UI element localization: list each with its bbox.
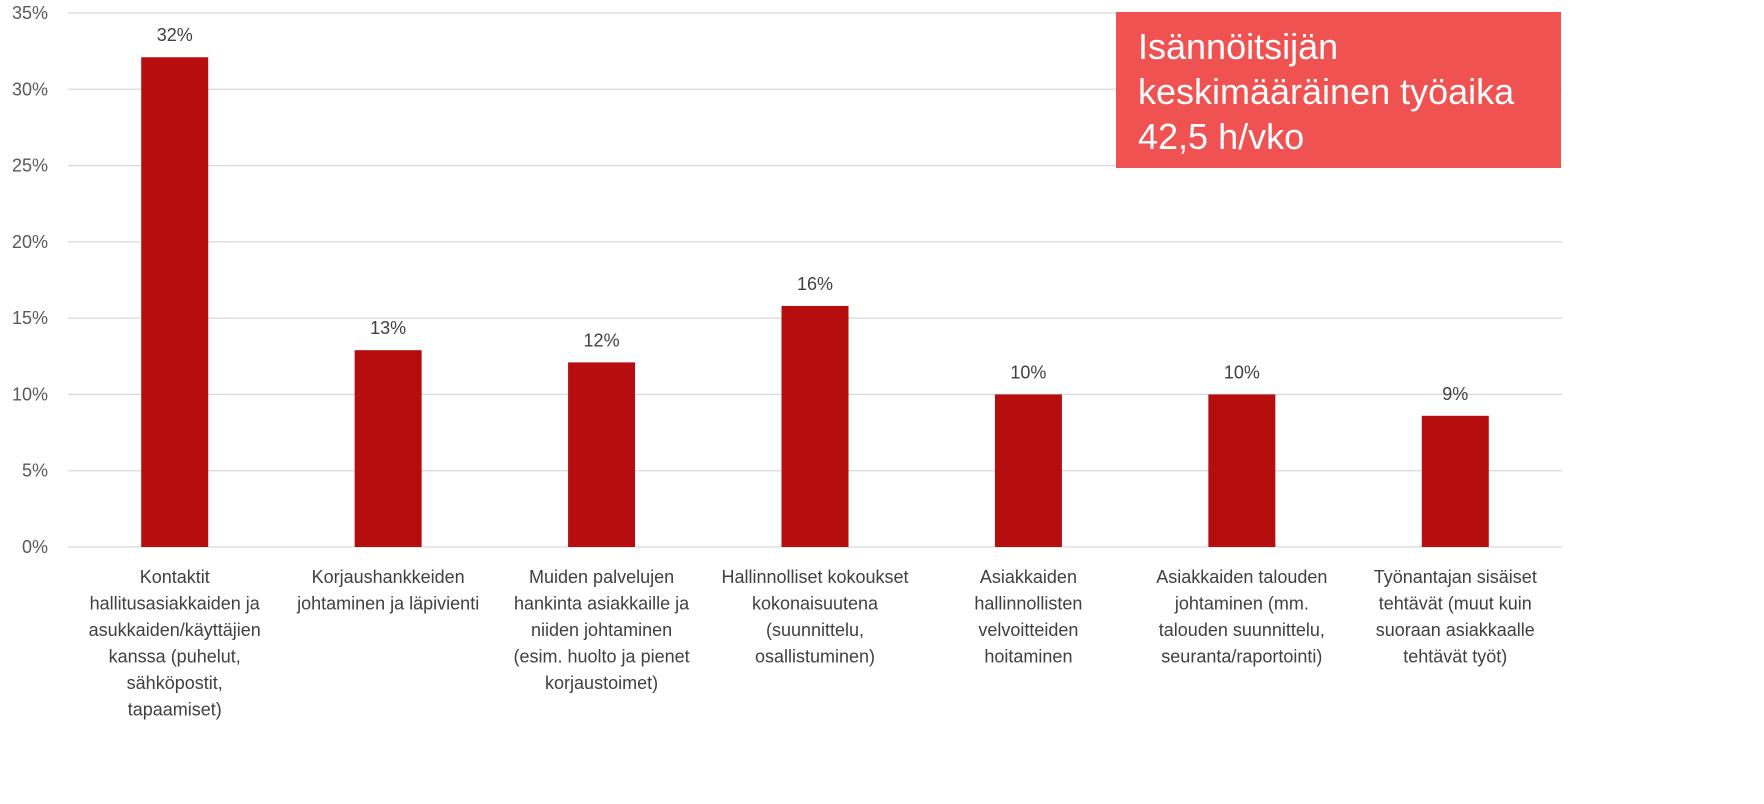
- category-label-line: johtaminen (mm.: [1174, 594, 1309, 614]
- category-label-line: Hallinnolliset kokoukset: [721, 567, 908, 587]
- category-label: Kontaktit hallitusasiakkaiden ja asukkaide…: [89, 567, 261, 720]
- y-tick-label: 20%: [12, 232, 48, 252]
- category-label-line: johtaminen ja läpivienti: [296, 594, 479, 614]
- data-label: 10%: [1224, 362, 1260, 382]
- category-label-line: (suunnittelu,: [766, 620, 864, 640]
- category-label-line: Muiden palvelujen: [529, 567, 674, 587]
- category-label-line: korjaustoimet): [545, 673, 658, 693]
- category-label: Asiakkaiden hallinnollisten velvoitteiden h…: [974, 567, 1082, 667]
- category-label-line: talouden suunnittelu,: [1159, 620, 1325, 640]
- bar: [568, 362, 636, 547]
- category-label-line: osallistuminen): [755, 647, 875, 667]
- category-label-line: Asiakkaiden talouden: [1156, 567, 1327, 587]
- category-label-line: tehtävät työt): [1403, 647, 1507, 667]
- category-label: Korjaushankkeiden johtaminen ja läpivient…: [296, 567, 479, 614]
- callout-line-3: 42,5 h/vko: [1138, 116, 1305, 157]
- y-tick-label: 15%: [12, 308, 48, 328]
- category-label: Muiden palvelujen hankinta asiakkaille ja…: [514, 567, 691, 693]
- category-label: Hallinnolliset kokoukset kokonaisuutena (s…: [721, 567, 908, 667]
- y-axis-tick-labels: 0% 5% 10% 15% 20% 25% 30% 35%: [12, 3, 48, 557]
- data-label: 10%: [1010, 362, 1046, 382]
- category-label-line: Asiakkaiden: [980, 567, 1077, 587]
- data-label: 13%: [370, 318, 406, 338]
- category-label-line: hankinta asiakkaille ja: [514, 594, 690, 614]
- category-label-line: Kontaktit: [140, 567, 210, 587]
- callout-box: Isännöitsijän keskimääräinen työaika 42,…: [1116, 12, 1561, 168]
- category-label-line: tehtävät (muut kuin: [1379, 594, 1532, 614]
- category-label: Asiakkaiden talouden johtaminen (mm. talou…: [1156, 567, 1327, 667]
- category-label-line: niiden johtaminen: [531, 620, 672, 640]
- category-label-line: hallinnollisten: [974, 594, 1082, 614]
- y-tick-label: 0%: [22, 537, 48, 557]
- category-labels: Kontaktit hallitusasiakkaiden ja asukkaide…: [89, 567, 1537, 720]
- bar: [141, 57, 209, 547]
- category-label-line: Työnantajan sisäiset: [1374, 567, 1537, 587]
- callout-line-2: keskimääräinen työaika: [1138, 71, 1515, 112]
- y-tick-label: 25%: [12, 156, 48, 176]
- y-tick-label: 10%: [12, 384, 48, 404]
- category-label-line: tapaamiset): [128, 700, 222, 720]
- category-label-line: seuranta/raportointi): [1161, 647, 1322, 667]
- category-label-line: Korjaushankkeiden: [312, 567, 465, 587]
- data-labels: 32% 13% 12% 16% 10% 10% 9%: [157, 25, 1469, 404]
- category-label-line: kanssa (puhelut,: [109, 647, 241, 667]
- bar: [1208, 394, 1276, 547]
- data-label: 32%: [157, 25, 193, 45]
- category-label-line: (esim. huolto ja pienet: [514, 647, 690, 667]
- category-label-line: sähköpostit,: [127, 673, 223, 693]
- y-tick-label: 30%: [12, 79, 48, 99]
- bar: [1421, 415, 1489, 547]
- y-tick-label: 5%: [22, 461, 48, 481]
- category-label-line: hallitusasiakkaiden ja: [90, 594, 261, 614]
- category-label: Työnantajan sisäiset tehtävät (muut kuin s…: [1374, 567, 1537, 667]
- category-label-line: asukkaiden/käyttäjien: [89, 620, 261, 640]
- category-label-line: hoitaminen: [984, 647, 1072, 667]
- callout-line-1: Isännöitsijän: [1138, 26, 1339, 67]
- bar: [994, 394, 1062, 547]
- category-label-line: suoraan asiakkaalle: [1376, 620, 1535, 640]
- category-label-line: kokonaisuutena: [752, 594, 879, 614]
- data-label: 12%: [584, 330, 620, 350]
- data-label: 9%: [1442, 384, 1468, 404]
- bars: [141, 57, 1489, 547]
- bar: [781, 305, 849, 547]
- y-tick-label: 35%: [12, 3, 48, 23]
- bar: [354, 350, 422, 547]
- data-label: 16%: [797, 274, 833, 294]
- category-label-line: velvoitteiden: [978, 620, 1078, 640]
